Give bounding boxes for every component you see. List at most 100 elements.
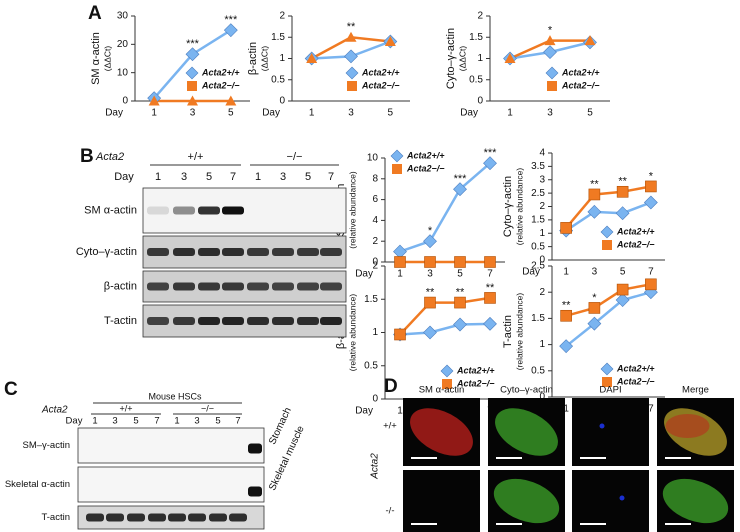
marker <box>543 45 557 60</box>
y-tick-label: 1.5 <box>531 313 545 324</box>
y-tick-label: 1 <box>372 327 378 338</box>
x-tick-label: 1 <box>507 108 513 119</box>
legend-label: Acta2−/− <box>406 163 445 173</box>
blot-band <box>222 248 244 256</box>
day-label: Day <box>66 416 83 427</box>
y-tick-label: 1.5 <box>531 215 545 226</box>
line-chart: 0 10 20 30 SM α-actin (ΔΔCt) 1 3 5 Day *** *** Acta2… <box>90 11 250 119</box>
blot-band <box>173 317 195 325</box>
blot-row-label: Skeletal α-actin <box>5 479 70 490</box>
legend-label: Acta2−/− <box>456 378 495 388</box>
legend-swatch <box>392 164 402 174</box>
legend-swatch <box>440 364 454 378</box>
marker <box>423 325 437 340</box>
x-tick-label: 3 <box>592 267 598 278</box>
marker <box>185 47 200 62</box>
y-axis-sublabel: (relative abundance) <box>347 294 357 372</box>
significance: * <box>428 225 433 237</box>
significance: * <box>649 170 654 182</box>
y-axis-sublabel: (relative abundance) <box>514 168 524 246</box>
y-tick-label: 2 <box>539 287 545 298</box>
legend-label: Acta2+/+ <box>616 226 655 236</box>
legend-marker <box>545 66 559 80</box>
legend-swatch <box>345 66 359 80</box>
y-axis-label: SM α-actin <box>90 32 102 85</box>
y-tick-label: 1 <box>539 228 545 239</box>
marker <box>615 293 630 307</box>
significance: *** <box>454 173 468 185</box>
day-number: 5 <box>215 416 220 427</box>
legend-label: Acta2−/− <box>561 80 600 90</box>
series-line <box>565 290 652 348</box>
day-number: 7 <box>328 171 334 183</box>
x-tick-label: 1 <box>563 267 569 278</box>
day-number: 1 <box>92 416 97 427</box>
group-label: +/+ <box>119 403 132 413</box>
marker <box>148 95 160 106</box>
blot-band <box>247 282 269 291</box>
y-tick-label: 0.5 <box>531 241 545 252</box>
blot-band <box>127 513 145 522</box>
legend-swatch <box>442 379 452 389</box>
significance: ** <box>486 282 495 294</box>
x-tick-label: 5 <box>457 269 463 280</box>
y-tick-label: 20 <box>117 39 129 50</box>
line-chart: 00.511.52β-actin(relative abundance)1357… <box>335 261 505 417</box>
blot-band <box>229 513 247 522</box>
marker <box>384 36 396 46</box>
column-label: SM α-actin <box>419 385 465 396</box>
blot-row-label: β-actin <box>104 280 137 292</box>
x-tick-label: 5 <box>388 108 394 119</box>
y-tick-label: 2 <box>539 201 545 212</box>
series-line <box>565 283 652 317</box>
y-tick-label: 4 <box>539 148 545 159</box>
genotype-label: Acta2 <box>95 151 124 163</box>
legend-marker <box>347 81 357 91</box>
y-tick-label: 1.5 <box>364 294 378 305</box>
series-line <box>565 201 652 232</box>
y-tick-label: 0 <box>372 394 378 405</box>
legend-swatch <box>185 66 199 80</box>
day-number: 3 <box>112 416 117 427</box>
y-tick-label: 0.5 <box>469 74 483 85</box>
y-tick-label: 0 <box>477 96 483 107</box>
y-axis-sublabel: (ΔΔCt) <box>259 46 269 72</box>
day-number: 7 <box>154 416 159 427</box>
x-tick-label: 3 <box>547 108 553 119</box>
blot-band <box>297 317 319 325</box>
genotype-label: Acta2 <box>370 453 381 480</box>
y-tick-label: 1 <box>477 53 483 64</box>
legend-swatch <box>347 81 357 91</box>
marker <box>225 95 237 106</box>
blot-row-label: SM–γ-actin <box>22 440 70 451</box>
significance: * <box>548 25 553 37</box>
blot-band <box>247 317 269 325</box>
blot-band <box>272 282 294 291</box>
marker <box>544 35 556 46</box>
x-tick-label: 1 <box>151 108 157 119</box>
y-tick-label: 1.5 <box>469 32 483 43</box>
marker <box>223 23 238 38</box>
y-tick-label: 1 <box>279 53 285 64</box>
marker <box>504 53 516 63</box>
cell <box>495 408 558 456</box>
micrograph <box>403 470 480 532</box>
marker <box>645 278 657 291</box>
cell <box>493 478 560 524</box>
legend-label: Acta2+/+ <box>201 67 240 77</box>
y-tick-label: 0 <box>539 255 545 266</box>
nucleus <box>599 423 605 429</box>
x-tick-label: 5 <box>620 267 626 278</box>
legend-swatch <box>600 225 614 239</box>
y-axis-label: Cyto–γ-actin <box>445 28 457 89</box>
blot-band <box>168 513 186 522</box>
blot-band <box>148 513 166 522</box>
day-number: 1 <box>174 416 179 427</box>
day-number: 5 <box>133 416 138 427</box>
legend-marker <box>442 379 452 389</box>
line-chart: 0 0.5 1 1.5 2 Cyto–γ-actin (ΔΔCt) 1 3 5 Day * Acta2+… <box>445 11 610 119</box>
marker <box>483 156 497 171</box>
significance: ** <box>618 176 627 188</box>
blot-band <box>320 282 342 291</box>
